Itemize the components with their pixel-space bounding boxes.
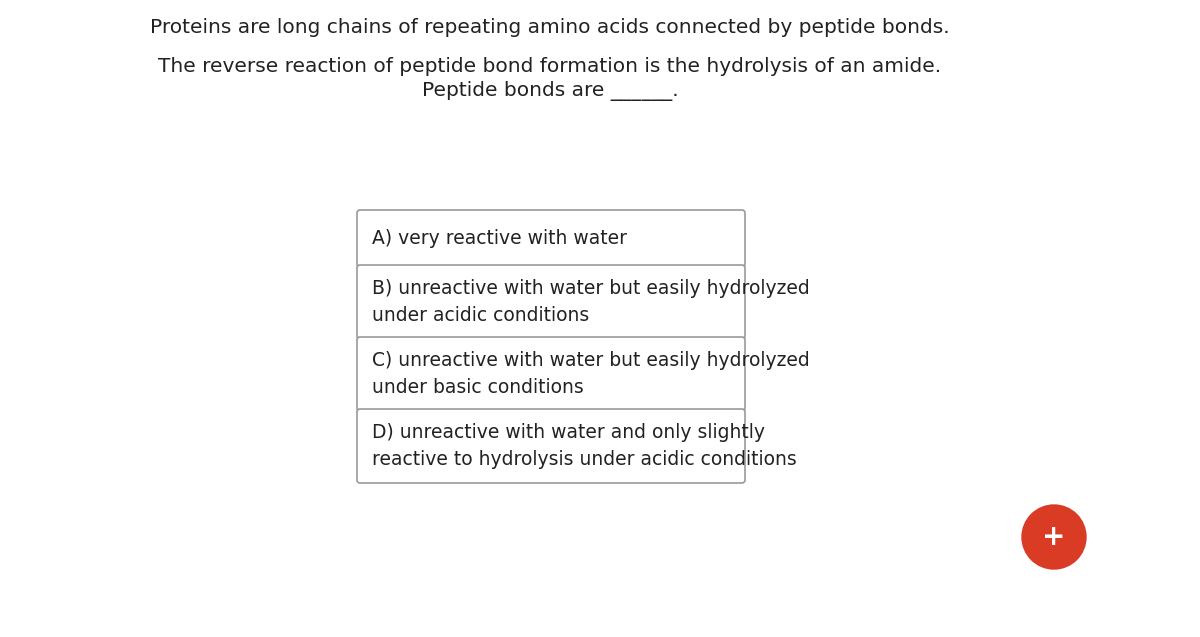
Text: Peptide bonds are ______.: Peptide bonds are ______. [421,81,678,101]
FancyBboxPatch shape [358,265,745,339]
Circle shape [1022,505,1086,569]
Text: A) very reactive with water: A) very reactive with water [372,229,628,248]
FancyBboxPatch shape [358,337,745,411]
FancyBboxPatch shape [358,409,745,483]
Text: C) unreactive with water but easily hydrolyzed
under basic conditions: C) unreactive with water but easily hydr… [372,351,810,397]
Text: D) unreactive with water and only slightly
reactive to hydrolysis under acidic c: D) unreactive with water and only slight… [372,423,797,469]
Text: B) unreactive with water but easily hydrolyzed
under acidic conditions: B) unreactive with water but easily hydr… [372,279,810,325]
Text: The reverse reaction of peptide bond formation is the hydrolysis of an amide.: The reverse reaction of peptide bond for… [158,57,942,76]
FancyBboxPatch shape [358,210,745,267]
Text: Proteins are long chains of repeating amino acids connected by peptide bonds.: Proteins are long chains of repeating am… [150,18,950,37]
Text: +: + [1043,523,1066,551]
